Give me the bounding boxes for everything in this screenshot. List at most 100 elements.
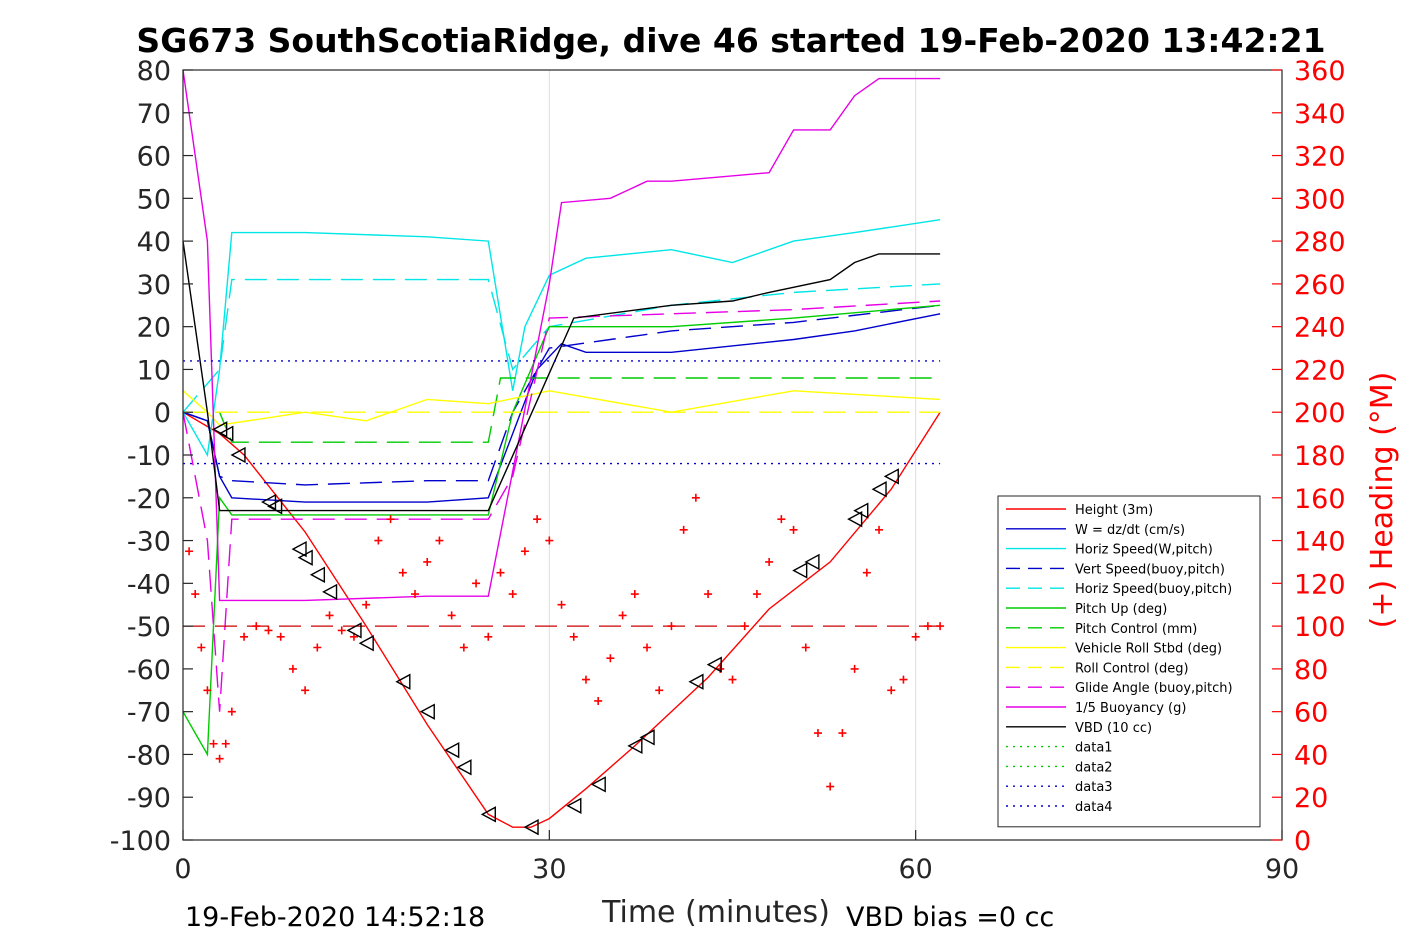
depth-marker [871, 481, 887, 498]
heading-point [215, 754, 224, 763]
depth-marker [706, 656, 722, 673]
heading-point [472, 579, 481, 588]
series-line-10 [182, 300, 941, 712]
depth-marker [395, 673, 411, 690]
heading-point [197, 643, 206, 652]
depth-marker [230, 446, 246, 464]
series-line-1 [182, 411, 941, 828]
legend: Height (3m) W = dz/dt (cm/s) Horiz Speed(W… [997, 495, 1261, 828]
depth-marker [297, 549, 313, 566]
depth-marker [267, 498, 283, 515]
legend-entry-label: 1/5 Buoyancy (g) [1075, 701, 1186, 716]
legend-entry-label: W = dz/dt (cm/s) [1075, 523, 1185, 538]
legend-box [997, 495, 1261, 828]
y-left-tick-label: -10 [127, 441, 171, 472]
heading-point [643, 643, 652, 652]
depth-marker [322, 583, 338, 601]
heading-point [581, 675, 590, 684]
legend-entry-label: Roll Control (deg) [1075, 661, 1189, 676]
heading-point [838, 729, 847, 738]
series-line-11 [182, 69, 941, 602]
heading-point [191, 590, 200, 599]
heading-point [459, 643, 468, 652]
heading-point [508, 590, 517, 599]
heading-point [301, 686, 310, 695]
depth-marker [639, 729, 655, 746]
heading-point [209, 739, 218, 748]
y-right-tick-label: 160 [1294, 484, 1346, 515]
y-right-tick-label: 60 [1294, 698, 1328, 729]
heading-point [813, 729, 822, 738]
y-right-tick-label: 340 [1294, 99, 1346, 130]
y-left-tick-label: 20 [137, 313, 171, 344]
heading-point [752, 590, 761, 599]
x-tick-label: 30 [532, 854, 566, 885]
depth-marker [566, 797, 582, 814]
depth-marker [523, 818, 539, 836]
heading-point [704, 590, 713, 599]
depth-marker [590, 776, 606, 793]
heading-point [594, 696, 603, 705]
legend-entry-label: Horiz Speed(buoy,pitch) [1075, 582, 1232, 597]
y-right-tick-label: 80 [1294, 655, 1328, 686]
heading-point [496, 568, 505, 577]
y-right-tick-label: 260 [1294, 270, 1346, 301]
heading-point [203, 686, 212, 695]
heading-point [276, 632, 285, 641]
depth-marker [853, 502, 869, 519]
right-axis-label: (+) Heading (°M) [1365, 372, 1400, 629]
y-right-tick-label: 120 [1294, 569, 1346, 600]
heading-point [557, 600, 566, 609]
depth-marker [358, 635, 374, 652]
legend-entry-label: Height (3m) [1075, 503, 1153, 518]
y-right-tick-label: 0 [1294, 826, 1311, 857]
y-left-tick-label: -20 [127, 484, 171, 515]
series-line-12 [182, 241, 941, 512]
heading-point [313, 643, 322, 652]
heading-point [569, 632, 578, 641]
heading-point [374, 536, 383, 545]
heading-point [728, 675, 737, 684]
heading-point [691, 493, 700, 502]
heading-point [520, 547, 529, 556]
heading-point [777, 515, 786, 524]
heading-point [899, 675, 908, 684]
heading-point [252, 622, 261, 631]
depth-marker [804, 553, 820, 571]
y-right-tick-label: 320 [1294, 142, 1346, 173]
depth-marker [792, 562, 808, 579]
legend-entry-label: data1 [1075, 741, 1113, 756]
depth-marker [883, 468, 899, 485]
heading-point [484, 632, 493, 641]
x-tick-label: 90 [1265, 854, 1299, 885]
heading-point [362, 600, 371, 609]
legend-entry-label: Pitch Up (deg) [1075, 602, 1167, 617]
heading-point [227, 707, 236, 716]
heading-point [850, 664, 859, 673]
legend-entry-label: Pitch Control (mm) [1075, 622, 1197, 637]
legend-entry-label: data4 [1075, 800, 1113, 815]
depth-marker [688, 673, 704, 690]
heading-point [862, 568, 871, 577]
heading-point [435, 536, 444, 545]
y-right-tick-label: 200 [1294, 398, 1346, 429]
legend-entry-label: Horiz Speed(W,pitch) [1075, 543, 1213, 558]
heading-point [221, 739, 230, 748]
heading-point [423, 557, 432, 566]
heading-point [606, 654, 615, 663]
series-line-2 [182, 313, 941, 503]
y-left-tick-label: -90 [127, 783, 171, 814]
depth-marker [419, 703, 435, 720]
heading-point [923, 622, 932, 631]
x-axis-label: Time (minutes) [601, 895, 830, 930]
gridlines [548, 70, 917, 840]
heading-point [337, 626, 346, 635]
heading-point [679, 525, 688, 534]
y-right-tick-label: 40 [1294, 740, 1328, 771]
y-right-tick-label: 240 [1294, 313, 1346, 344]
series-line-4 [182, 304, 941, 486]
depth-marker [346, 622, 362, 639]
y-right-tick-label: 300 [1294, 184, 1346, 215]
depth-marker [291, 540, 307, 558]
